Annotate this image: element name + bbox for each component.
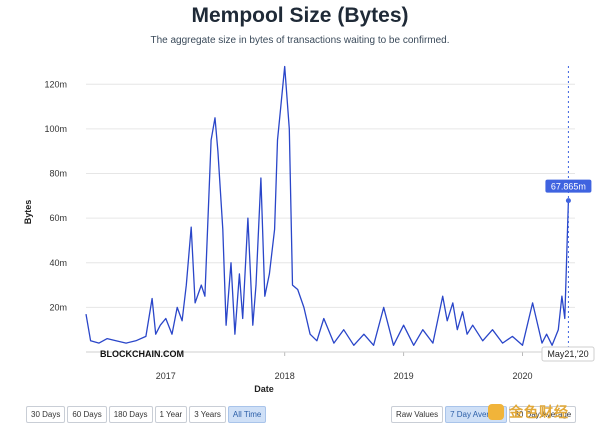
watermark: BLOCKCHAIN.COM (100, 349, 184, 359)
page-subtitle: The aggregate size in bytes of transacti… (150, 35, 450, 46)
tooltip-badge (545, 179, 592, 193)
y-tick-label: 80m (49, 169, 67, 179)
y-tick-label: 120m (44, 79, 67, 89)
logo-icon (488, 404, 504, 420)
logo-text: 金色财经 (509, 404, 569, 420)
last-data-point (565, 198, 571, 204)
end-date-label: May21,'20 (547, 349, 588, 359)
x-tick-label: 2017 (156, 371, 176, 381)
page-title: Mempool Size (Bytes) (191, 4, 409, 27)
x-tick-label: 2020 (512, 371, 532, 381)
y-tick-label: 40m (49, 258, 67, 268)
y-axis: 20m 40m 60m 80m 100m 120m (44, 79, 67, 312)
range-all-time-button[interactable]: All Time (227, 406, 267, 423)
y-axis-label: Bytes (23, 200, 33, 225)
grid-lines (86, 83, 575, 308)
range-180-days-button[interactable]: 180 Days (108, 406, 153, 423)
y-tick-label: 60m (49, 213, 67, 223)
range-button-group: 30 Days 60 Days 180 Days 1 Year 3 Years … (26, 406, 268, 423)
x-axis-label: Date (254, 384, 274, 394)
y-tick-label: 20m (49, 302, 67, 312)
end-date-box (541, 346, 595, 362)
tooltip-value: 67.865m (551, 182, 586, 192)
raw-values-button[interactable]: Raw Values (391, 406, 444, 423)
range-3-years-button[interactable]: 3 Years (189, 406, 226, 423)
range-30-days-button[interactable]: 30 Days (26, 406, 66, 423)
x-tick-label: 2018 (275, 371, 295, 381)
x-axis: 2017 2018 2019 2020 (156, 352, 533, 381)
thirty-day-average-button[interactable]: 30 Day Average (509, 406, 577, 423)
range-1-year-button[interactable]: 1 Year (154, 406, 188, 423)
logo-watermark: 金色财经 (488, 398, 596, 426)
range-60-days-button[interactable]: 60 Days (67, 406, 107, 423)
x-tick-label: 2019 (394, 371, 414, 381)
y-tick-label: 100m (44, 124, 67, 134)
series-line (85, 65, 570, 346)
